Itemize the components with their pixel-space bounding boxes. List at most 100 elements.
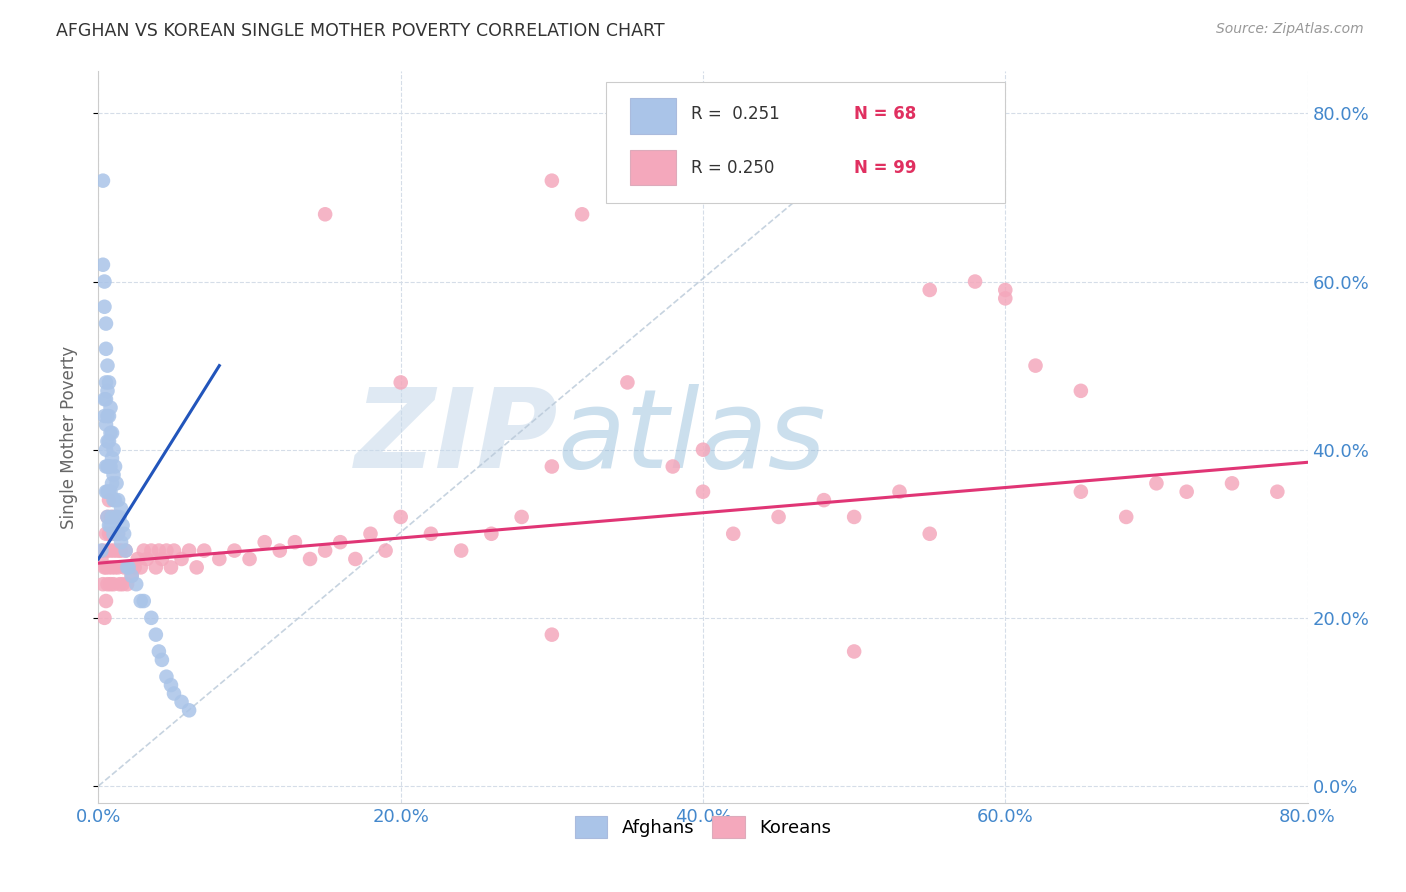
Point bbox=[889, 484, 911, 499]
Point bbox=[1144, 476, 1167, 491]
Point bbox=[115, 560, 138, 574]
Point bbox=[1175, 484, 1198, 499]
Point bbox=[121, 569, 143, 583]
Point bbox=[93, 409, 115, 423]
Point bbox=[94, 526, 117, 541]
Point bbox=[540, 459, 562, 474]
Point bbox=[389, 510, 412, 524]
Point bbox=[94, 459, 117, 474]
Point bbox=[93, 611, 115, 625]
Point bbox=[105, 543, 128, 558]
Point bbox=[105, 510, 128, 524]
Point bbox=[118, 560, 141, 574]
Point bbox=[132, 594, 155, 608]
Point bbox=[90, 543, 112, 558]
Point bbox=[111, 577, 134, 591]
Point bbox=[150, 653, 173, 667]
Point bbox=[103, 543, 125, 558]
Point bbox=[148, 543, 170, 558]
Point bbox=[186, 560, 208, 574]
Point bbox=[145, 560, 167, 574]
Point bbox=[101, 425, 124, 440]
Point bbox=[96, 484, 118, 499]
FancyBboxPatch shape bbox=[630, 150, 676, 185]
FancyBboxPatch shape bbox=[606, 82, 1005, 203]
Point bbox=[107, 560, 129, 574]
Point bbox=[994, 291, 1017, 305]
Point bbox=[101, 451, 124, 466]
Point bbox=[692, 442, 714, 457]
Point bbox=[108, 510, 131, 524]
Point bbox=[510, 510, 533, 524]
Point bbox=[103, 577, 125, 591]
Point bbox=[163, 686, 186, 700]
Point bbox=[344, 552, 367, 566]
Point bbox=[100, 510, 122, 524]
Point bbox=[110, 501, 132, 516]
Point bbox=[329, 535, 352, 549]
Point bbox=[100, 543, 122, 558]
Point bbox=[208, 552, 231, 566]
Point bbox=[104, 493, 127, 508]
Point bbox=[101, 476, 124, 491]
Point bbox=[844, 644, 866, 658]
Point bbox=[105, 476, 128, 491]
Point bbox=[112, 560, 135, 574]
Point bbox=[93, 275, 115, 289]
Point bbox=[103, 493, 125, 508]
Point bbox=[389, 376, 412, 390]
Point bbox=[179, 543, 201, 558]
Point bbox=[100, 577, 122, 591]
Point bbox=[768, 510, 790, 524]
Point bbox=[844, 510, 866, 524]
Point bbox=[160, 678, 183, 692]
Point bbox=[96, 459, 118, 474]
Point bbox=[101, 560, 124, 574]
Point bbox=[170, 695, 193, 709]
Point bbox=[224, 543, 246, 558]
Point bbox=[965, 275, 987, 289]
Point bbox=[1267, 484, 1289, 499]
Point bbox=[127, 552, 149, 566]
Point bbox=[284, 535, 307, 549]
Point bbox=[110, 535, 132, 549]
Point bbox=[193, 543, 215, 558]
Text: R = 0.250: R = 0.250 bbox=[690, 159, 775, 177]
Point bbox=[163, 543, 186, 558]
Point bbox=[93, 300, 115, 314]
Point bbox=[98, 560, 121, 574]
Point bbox=[91, 543, 114, 558]
Point bbox=[91, 577, 114, 591]
Point bbox=[96, 434, 118, 449]
Point bbox=[118, 560, 141, 574]
Text: N = 99: N = 99 bbox=[855, 159, 917, 177]
Point bbox=[96, 409, 118, 423]
Point bbox=[93, 392, 115, 407]
Point bbox=[132, 543, 155, 558]
Point bbox=[110, 543, 132, 558]
Point bbox=[253, 535, 276, 549]
Point bbox=[96, 510, 118, 524]
Point bbox=[107, 526, 129, 541]
Point bbox=[918, 283, 941, 297]
Point bbox=[96, 510, 118, 524]
Text: Source: ZipAtlas.com: Source: ZipAtlas.com bbox=[1216, 22, 1364, 37]
Point bbox=[101, 510, 124, 524]
Point bbox=[141, 543, 163, 558]
Point bbox=[420, 526, 443, 541]
Point bbox=[481, 526, 503, 541]
Text: atlas: atlas bbox=[558, 384, 827, 491]
Point bbox=[374, 543, 396, 558]
Text: AFGHAN VS KOREAN SINGLE MOTHER POVERTY CORRELATION CHART: AFGHAN VS KOREAN SINGLE MOTHER POVERTY C… bbox=[56, 22, 665, 40]
Point bbox=[94, 560, 117, 574]
Point bbox=[96, 359, 118, 373]
Point bbox=[269, 543, 291, 558]
Point bbox=[160, 560, 183, 574]
Point bbox=[692, 484, 714, 499]
Point bbox=[1070, 384, 1092, 398]
Point bbox=[98, 459, 121, 474]
Point bbox=[540, 627, 562, 641]
Point bbox=[96, 577, 118, 591]
Point bbox=[571, 207, 593, 221]
Point bbox=[179, 703, 201, 717]
